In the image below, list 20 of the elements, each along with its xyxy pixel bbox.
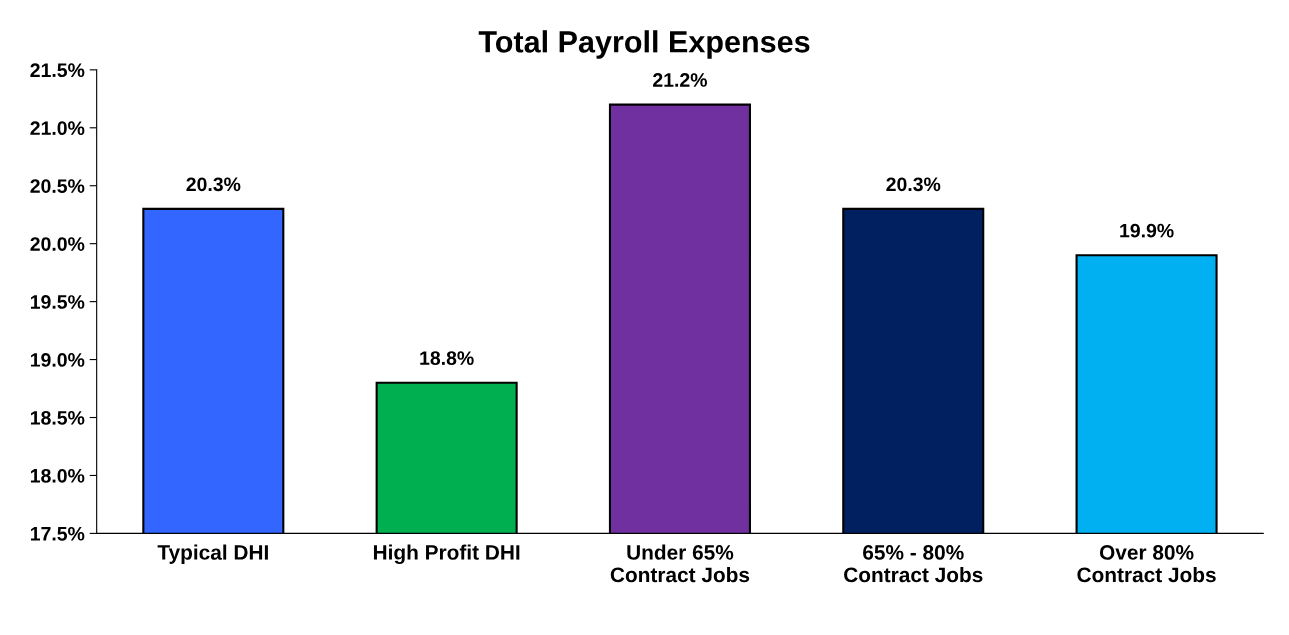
chart-title: Total Payroll Expenses xyxy=(478,30,810,59)
y-tick-label: 19.5% xyxy=(30,295,85,309)
x-tick-label: 65% - 80% Contract Jobs xyxy=(844,545,983,583)
data-label: 18.8% xyxy=(420,351,474,366)
x-tick-label: Typical DHI xyxy=(157,544,268,564)
y-tick-label: 20.0% xyxy=(30,237,85,251)
y-tick-label: 18.5% xyxy=(30,410,85,425)
data-label: 20.3% xyxy=(186,177,241,192)
y-tick-label: 21.5% xyxy=(30,63,85,78)
y-tick-label: 19.0% xyxy=(30,353,85,367)
x-tick-label: Over 80% Contract Jobs xyxy=(1077,545,1216,583)
y-tick-label: 18.0% xyxy=(30,468,85,483)
y-tick-label: 17.5% xyxy=(30,526,85,541)
data-label: 19.9% xyxy=(1120,223,1174,238)
y-tick-label: 20.5% xyxy=(30,179,85,193)
x-tick-label: Under 65% Contract Jobs xyxy=(610,544,750,583)
y-tick-label: 21.0% xyxy=(30,121,85,136)
data-label: 21.2% xyxy=(653,73,707,87)
x-tick-label: High Profit DHI xyxy=(373,544,520,565)
data-label: 20.3% xyxy=(886,177,941,192)
